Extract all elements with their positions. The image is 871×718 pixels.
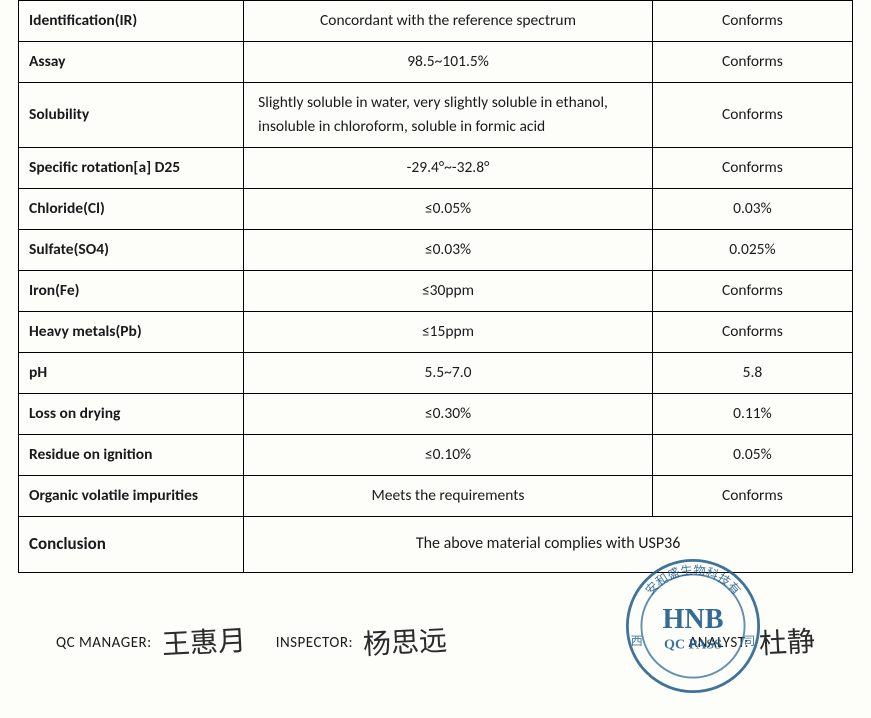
spec-cell: ≤0.05% — [244, 189, 653, 230]
result-cell: Conforms — [652, 148, 852, 189]
qc-manager-block: QC MANAGER: 王惠月 — [56, 623, 246, 663]
result-cell: 0.05% — [652, 435, 852, 476]
param-cell: Residue on ignition — [19, 435, 244, 476]
svg-text:西: 西 — [631, 633, 643, 647]
conclusion-text: The above material complies with USP36 — [244, 517, 853, 572]
param-cell: Chloride(Cl) — [19, 189, 244, 230]
qc-manager-label: QC MANAGER: — [56, 634, 152, 652]
param-cell: Organic volatile impurities — [19, 476, 244, 517]
table-row: Iron(Fe)≤30ppmConforms — [19, 271, 853, 312]
result-cell: Conforms — [652, 312, 852, 353]
conclusion-row: ConclusionThe above material complies wi… — [19, 517, 853, 572]
param-cell: pH — [19, 353, 244, 394]
spec-table: Identification(IR)Concordant with the re… — [18, 0, 853, 573]
table-row: Organic volatile impuritiesMeets the req… — [19, 476, 853, 517]
table-row: Chloride(Cl)≤0.05%0.03% — [19, 189, 853, 230]
table-row: pH5.5~7.05.8 — [19, 353, 853, 394]
inspector-block: INSPECTOR: 杨思远 — [276, 623, 447, 663]
spec-cell: ≤30ppm — [244, 271, 653, 312]
spec-cell: 5.5~7.0 — [244, 353, 653, 394]
result-cell: 0.03% — [652, 189, 852, 230]
inspector-sign: 杨思远 — [362, 618, 448, 662]
spec-cell: Slightly soluble in water, very slightly… — [244, 83, 653, 148]
spec-cell: Meets the requirements — [244, 476, 653, 517]
analyst-sign: 杜静 — [758, 619, 816, 662]
table-row: SolubilitySlightly soluble in water, ver… — [19, 83, 853, 148]
table-row: Specific rotation[a] D25-29.4°~-32.8°Con… — [19, 148, 853, 189]
signature-row: QC MANAGER: 王惠月 INSPECTOR: 杨思远 ANALYST: … — [18, 573, 853, 663]
spec-cell: ≤0.10% — [244, 435, 653, 476]
result-cell: 0.025% — [652, 230, 852, 271]
spec-cell: ≤0.03% — [244, 230, 653, 271]
result-cell: Conforms — [652, 42, 852, 83]
result-cell: Conforms — [652, 1, 852, 42]
param-cell: Loss on drying — [19, 394, 244, 435]
result-cell: Conforms — [652, 271, 852, 312]
analyst-block: ANALYST: 杜静 — [689, 623, 815, 663]
inspector-label: INSPECTOR: — [276, 634, 353, 652]
param-cell: Identification(IR) — [19, 1, 244, 42]
conclusion-label: Conclusion — [19, 517, 244, 572]
result-cell: 0.11% — [652, 394, 852, 435]
result-cell: 5.8 — [652, 353, 852, 394]
analyst-label: ANALYST: — [689, 634, 749, 652]
table-row: Residue on ignition≤0.10%0.05% — [19, 435, 853, 476]
param-cell: Assay — [19, 42, 244, 83]
spec-cell: ≤15ppm — [244, 312, 653, 353]
param-cell: Heavy metals(Pb) — [19, 312, 244, 353]
spec-cell: -29.4°~-32.8° — [244, 148, 653, 189]
table-row: Loss on drying≤0.30%0.11% — [19, 394, 853, 435]
table-row: Assay98.5~101.5%Conforms — [19, 42, 853, 83]
result-cell: Conforms — [652, 476, 852, 517]
table-row: Heavy metals(Pb)≤15ppmConforms — [19, 312, 853, 353]
param-cell: Iron(Fe) — [19, 271, 244, 312]
spec-cell: ≤0.30% — [244, 394, 653, 435]
spec-cell: Concordant with the reference spectrum — [244, 1, 653, 42]
param-cell: Solubility — [19, 83, 244, 148]
result-cell: Conforms — [652, 83, 852, 148]
spec-cell: 98.5~101.5% — [244, 42, 653, 83]
table-row: Identification(IR)Concordant with the re… — [19, 1, 853, 42]
table-row: Sulfate(SO4)≤0.03%0.025% — [19, 230, 853, 271]
param-cell: Specific rotation[a] D25 — [19, 148, 244, 189]
param-cell: Sulfate(SO4) — [19, 230, 244, 271]
qc-manager-sign: 王惠月 — [161, 618, 247, 662]
